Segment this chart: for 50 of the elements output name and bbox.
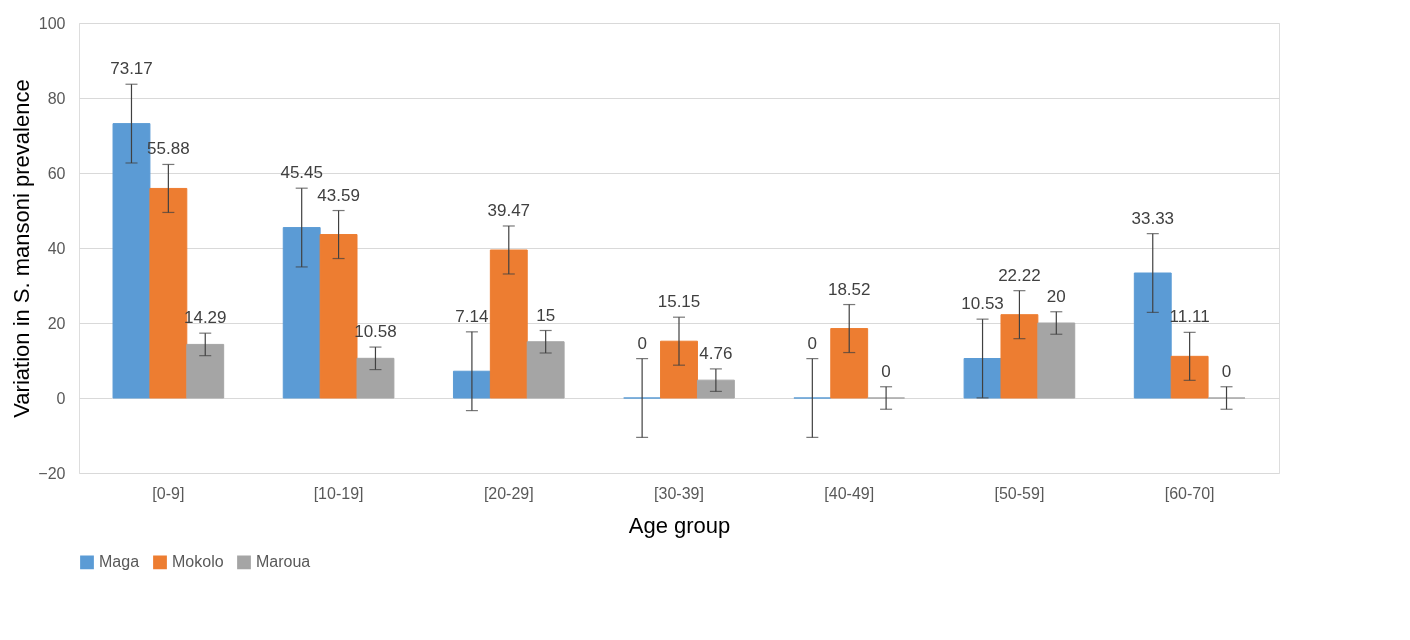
data-label: 20 xyxy=(1046,286,1066,306)
data-label: 39.47 xyxy=(487,200,531,220)
bar xyxy=(489,249,528,399)
data-label: 15.15 xyxy=(657,292,701,312)
bar xyxy=(1133,272,1172,399)
bar xyxy=(963,358,1002,399)
data-label: 0 xyxy=(881,361,891,381)
data-label: 0 xyxy=(637,333,647,353)
bar xyxy=(526,341,565,399)
y-axis-title: Variation in S. mansoni prevalence xyxy=(9,79,35,418)
y-tick-label: 40 xyxy=(47,239,66,257)
data-label: 18.52 xyxy=(827,279,871,299)
data-label: 4.76 xyxy=(699,343,733,363)
x-axis-title: Age group xyxy=(628,512,731,538)
y-tick-label: −20 xyxy=(38,464,66,482)
data-label: 0 xyxy=(1221,361,1232,381)
x-tick-label: [60-70] xyxy=(1164,484,1215,502)
data-label: 45.45 xyxy=(280,163,323,183)
y-tick-label: 0 xyxy=(56,389,66,407)
data-label: 7.14 xyxy=(455,306,489,326)
y-tick-label: 100 xyxy=(38,14,66,32)
data-label: 15 xyxy=(536,305,556,325)
legend-label: Maroua xyxy=(256,553,311,571)
x-tick-label: [50-59] xyxy=(994,484,1045,502)
bar xyxy=(1000,314,1039,399)
bar xyxy=(696,379,735,399)
data-label: 22.22 xyxy=(998,265,1041,285)
data-label: 10.53 xyxy=(961,294,1004,314)
bar xyxy=(660,340,698,399)
bar xyxy=(1170,355,1209,399)
bar xyxy=(186,343,225,399)
data-label: 0 xyxy=(807,333,818,353)
bar xyxy=(830,328,869,399)
x-tick-label: [20-29] xyxy=(483,484,534,502)
y-tick-label: 20 xyxy=(47,314,66,332)
y-tick-label: 80 xyxy=(47,89,66,107)
x-tick-label: [0-9] xyxy=(152,484,185,502)
x-tick-label: [30-39] xyxy=(654,484,704,502)
data-label: 33.33 xyxy=(1131,208,1175,228)
bar xyxy=(282,227,321,399)
bar xyxy=(356,357,395,399)
data-label: 73.17 xyxy=(110,59,153,79)
y-tick-label: 60 xyxy=(47,164,66,182)
legend-label: Maga xyxy=(99,553,140,571)
legend-label: Mokolo xyxy=(172,553,224,571)
x-tick-label: [40-49] xyxy=(824,484,875,502)
data-label: 43.59 xyxy=(317,185,360,205)
bar xyxy=(1037,322,1076,399)
x-tick-label: [10-19] xyxy=(313,484,364,502)
bar xyxy=(452,370,491,399)
